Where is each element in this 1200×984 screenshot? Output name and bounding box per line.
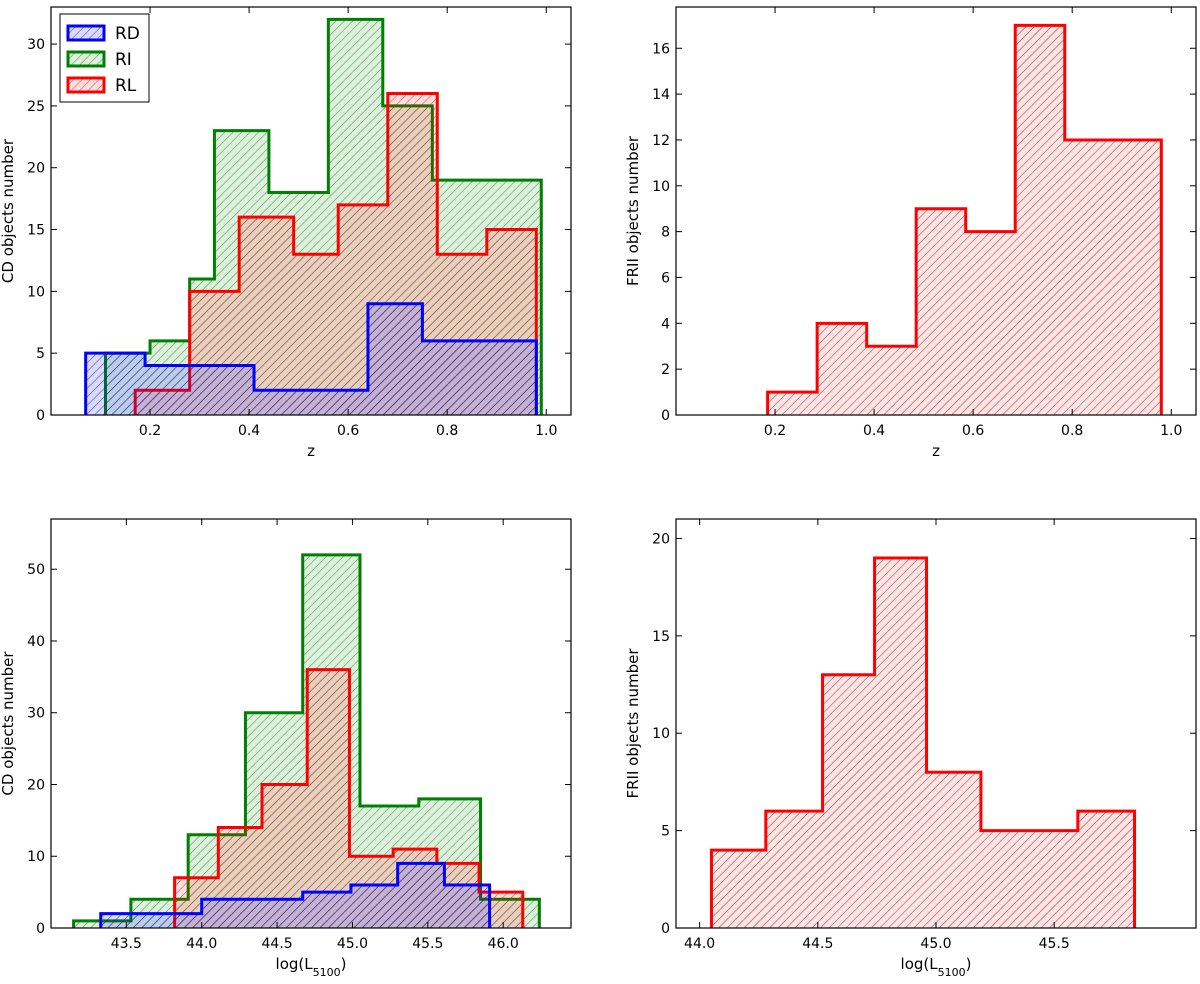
series-outline-frii [766,23,1163,415]
y-tick-label: 0 [661,921,670,937]
y-tick-label: 6 [661,270,670,286]
y-tick-label: 20 [27,161,45,177]
y-tick-label: 14 [652,87,670,103]
y-tick-label: 50 [27,562,45,578]
series-frii [709,556,1137,928]
x-tick-label: 1.0 [1160,423,1182,439]
series-rl [133,92,538,415]
x-tick-label: 44.5 [802,936,833,952]
y-tick-label: 5 [661,824,670,840]
x-tick-label: 0.2 [139,423,161,439]
x-axis-label-subscript: 5100 [938,966,966,979]
x-axis-label-main: z [307,442,315,460]
series-rd [99,861,492,928]
y-axis-label: FRII objects number [624,135,642,286]
x-tick-label: 0.6 [962,423,984,439]
y-tick-label: 15 [652,629,670,645]
x-tick-label: 1.0 [535,423,557,439]
chart-top-left: 0.2 0.4 0.6 0.8 1.0 0 5 10 15 20 25 30 z CD objects n… [0,6,572,460]
x-axis-label-main: log(L [276,955,314,973]
plot-area [766,23,1163,415]
chart-top-right: 0.2 0.4 0.6 0.8 1.0 0 2 4 6 8 10 12 14 16 z FRII object… [624,6,1197,460]
y-tick-label: 30 [27,37,45,53]
x-tick-label: 0.8 [436,423,458,439]
y-tick-label: 0 [661,408,670,424]
x-axis-label: z [307,442,315,460]
y-tick-label: 10 [652,726,670,742]
legend-label-rl: RL [115,76,137,96]
x-tick-label: 45.5 [1039,936,1070,952]
x-tick-label: 43.5 [111,936,142,952]
y-tick-label: 0 [36,921,45,937]
y-tick-label: 20 [652,531,670,547]
series-outline-frii [709,556,1137,928]
x-tick-label: 44.5 [262,936,293,952]
series-frii [766,23,1163,415]
series-outline-ri [72,553,541,928]
y-tick-label: 30 [27,706,45,722]
y-tick-label: 25 [27,99,45,115]
x-tick-label: 0.8 [1061,423,1083,439]
y-tick-label: 16 [652,41,670,57]
chart-bottom-right: 44.0 44.5 45.0 45.5 0 5 10 15 20 log(L5100) FRII o… [624,518,1197,979]
series-rd [84,302,538,415]
y-tick-label: 2 [661,362,670,378]
x-axis-label: log(L5100) [276,955,347,979]
y-tick-label: 0 [36,408,45,424]
x-axis-label-subscript: 5100 [313,966,341,979]
x-axis-label-main: log(L [901,955,939,973]
legend-label-rd: RD [115,24,140,44]
y-tick-label: 8 [661,225,670,241]
legend: RD RI RL [59,13,150,103]
y-tick-label: 40 [27,634,45,650]
series-outline-rl [133,92,538,415]
y-axis-label: CD objects number [0,138,17,283]
x-axis-label: z [932,442,940,460]
series-fill-rd [85,303,537,415]
x-tick-label: 44.0 [186,936,217,952]
x-tick-label: 0.4 [238,423,260,439]
y-tick-label: 15 [27,223,45,239]
y-tick-label: 4 [661,316,670,332]
y-tick-label: 20 [27,777,45,793]
axes-frame [675,6,1197,416]
y-tick-label: 5 [36,346,45,362]
x-tick-label: 46.0 [488,936,519,952]
y-axis-label: CD objects number [0,651,17,796]
y-tick-label: 10 [27,284,45,300]
x-tick-label: 44.0 [684,936,715,952]
axes-frame [50,6,572,416]
series-fill-rd [100,863,490,928]
x-axis-label-main: z [932,442,940,460]
x-axis-label-suffix: ) [341,955,347,973]
series-outline-rl [173,668,525,928]
x-axis-label-suffix: ) [966,955,972,973]
x-tick-label: 0.2 [764,423,786,439]
y-tick-label: 10 [27,849,45,865]
x-tick-label: 45.0 [920,936,951,952]
y-tick-label: 10 [652,179,670,195]
y-axis-label: FRII objects number [624,648,642,799]
legend-swatch-ri [66,50,106,68]
chart-bottom-left: 43.5 44.0 44.5 45.0 45.5 46.0 0 10 20 30 40 50 log(L… [0,518,572,979]
x-axis-label: log(L5100) [901,955,972,979]
plot-area [84,17,543,415]
x-tick-label: 45.5 [412,936,443,952]
series-outline-rd [84,302,538,415]
series-fill-frii [711,557,1135,928]
series-outline-rd [99,861,492,928]
x-tick-label: 0.6 [337,423,359,439]
x-tick-label: 45.0 [337,936,368,952]
legend-swatch-rd [66,24,106,42]
y-tick-label: 12 [652,133,670,149]
plot-area [72,553,541,928]
x-tick-label: 0.4 [863,423,885,439]
legend-label-ri: RI [115,50,132,70]
legend-swatch-rl [66,76,106,94]
plot-area [709,556,1137,928]
axes-frame [50,518,572,929]
